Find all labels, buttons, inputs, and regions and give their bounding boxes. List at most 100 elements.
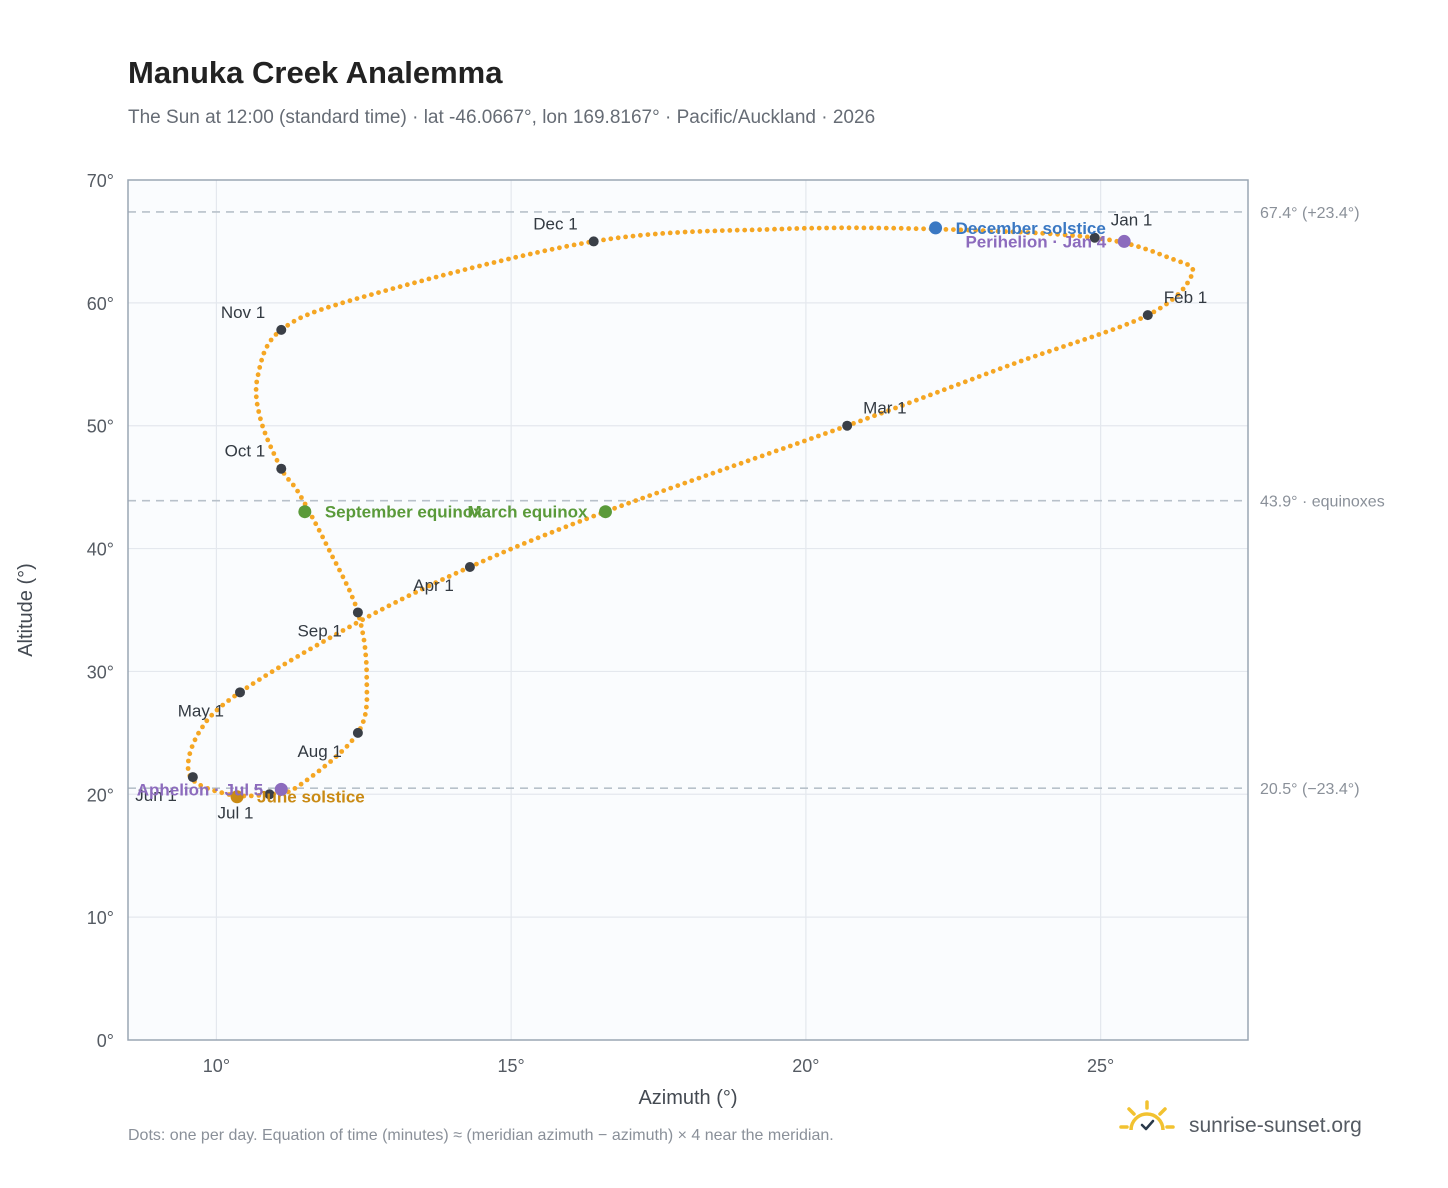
- daily-sun-dot: [404, 282, 410, 288]
- daily-sun-dot: [900, 403, 905, 408]
- daily-sun-dot: [316, 768, 322, 774]
- daily-sun-dot: [906, 226, 911, 231]
- daily-sun-dot: [340, 574, 346, 580]
- y-tick-label: 50°: [87, 417, 114, 437]
- daily-sun-dot: [462, 267, 468, 272]
- daily-sun-dot: [591, 513, 597, 519]
- daily-sun-dot: [292, 786, 298, 791]
- daily-sun-dot: [717, 468, 723, 474]
- month-marker: [352, 727, 363, 738]
- month-marker-label: Feb 1: [1164, 288, 1207, 307]
- daily-sun-dot: [301, 650, 307, 655]
- daily-sun-dot: [326, 304, 331, 310]
- daily-sun-dot: [209, 712, 215, 718]
- daily-sun-dot: [399, 596, 405, 602]
- daily-sun-dot: [830, 428, 835, 434]
- daily-sun-dot: [615, 235, 621, 241]
- daily-sun-dot: [630, 233, 636, 239]
- daily-sun-dot: [258, 416, 263, 422]
- daily-sun-dot: [1151, 309, 1157, 315]
- daily-sun-dot: [1018, 229, 1023, 235]
- daily-sun-dot: [1188, 274, 1194, 279]
- daily-sun-dot: [921, 395, 926, 400]
- daily-sun-dot: [340, 628, 346, 633]
- daily-sun-dot: [638, 232, 643, 238]
- daily-sun-dot: [1018, 358, 1024, 364]
- daily-sun-dot: [344, 743, 350, 749]
- daily-sun-dot: [570, 521, 576, 527]
- plot-area: [128, 180, 1248, 1040]
- daily-sun-dot: [861, 225, 867, 231]
- month-marker: [464, 562, 475, 572]
- brand-name[interactable]: sunrise-sunset.org: [1189, 1114, 1362, 1137]
- daily-sun-dot: [333, 302, 338, 308]
- daily-sun-dot: [362, 645, 368, 650]
- daily-sun-dot: [320, 534, 325, 540]
- daily-sun-dot: [577, 519, 583, 524]
- daily-sun-dot: [264, 343, 270, 349]
- event-marker: [230, 790, 244, 804]
- daily-sun-dot: [1040, 230, 1046, 236]
- daily-sun-dot: [316, 527, 322, 533]
- daily-sun-dot: [734, 227, 740, 233]
- daily-sun-dot: [253, 394, 259, 400]
- daily-sun-dot: [383, 288, 389, 293]
- month-marker-label: Nov 1: [221, 303, 265, 322]
- daily-sun-dot: [542, 248, 548, 254]
- daily-sun-dot: [328, 759, 333, 764]
- x-tick-label: 25°: [1087, 1056, 1114, 1076]
- daily-sun-dot: [521, 541, 527, 546]
- daily-sun-dot: [563, 524, 569, 530]
- daily-sun-dot: [366, 613, 372, 619]
- daily-sun-dot: [311, 309, 317, 315]
- daily-sun-dot: [1136, 244, 1141, 250]
- daily-sun-dot: [214, 707, 220, 713]
- daily-sun-dot: [745, 458, 751, 464]
- month-marker: [276, 324, 287, 335]
- daily-sun-dot: [364, 667, 369, 673]
- daily-sun-dot: [1070, 233, 1075, 238]
- daily-sun-dot: [690, 229, 695, 235]
- daily-sun-dot: [469, 265, 475, 271]
- daily-sun-dot: [248, 793, 254, 799]
- daily-sun-dot: [200, 724, 205, 730]
- daily-sun-dot: [661, 488, 667, 493]
- event-label: March equinox: [468, 503, 589, 522]
- daily-sun-dot: [809, 436, 814, 441]
- daily-sun-dot: [254, 379, 260, 385]
- daily-sun-dot: [364, 697, 370, 702]
- y-tick-label: 60°: [87, 294, 114, 314]
- daily-sun-dot: [898, 225, 904, 231]
- daily-sun-dot: [299, 495, 304, 500]
- month-marker: [1089, 232, 1100, 243]
- daily-sun-dot: [1084, 234, 1090, 240]
- daily-sun-dot: [515, 543, 520, 549]
- daily-sun-dot: [477, 263, 482, 269]
- month-marker-label: Sep 1: [297, 621, 341, 640]
- event-label: Aphelion · Jul 5: [137, 780, 264, 799]
- y-axis-ticks: 0° 10° 20° 30° 40° 50° 60° 70°: [87, 171, 114, 1051]
- daily-sun-dot: [419, 278, 425, 284]
- month-marker-label: May 1: [178, 701, 224, 720]
- daily-sun-dot: [187, 751, 193, 757]
- month-marker-label: Apr 1: [413, 576, 454, 595]
- daily-sun-dot: [913, 226, 919, 232]
- daily-sun-dot: [480, 558, 486, 564]
- daily-sun-dot: [491, 260, 497, 265]
- daily-sun-dot: [675, 483, 681, 488]
- daily-sun-dot: [1025, 356, 1031, 361]
- daily-sun-dot: [1157, 251, 1162, 257]
- x-tick-label: 20°: [792, 1056, 819, 1076]
- daily-sun-dot: [1170, 297, 1175, 302]
- daily-sun-dot: [226, 698, 232, 703]
- daily-sun-dot: [965, 227, 971, 233]
- daily-sun-dot: [498, 258, 504, 264]
- daily-sun-dot: [254, 401, 260, 407]
- daily-sun-dot: [619, 503, 624, 509]
- daily-sun-dot: [189, 744, 195, 749]
- daily-sun-dot: [556, 527, 562, 532]
- month-marker: [842, 420, 853, 431]
- daily-sun-dot: [955, 382, 961, 387]
- daily-sun-dot: [1010, 229, 1016, 235]
- daily-sun-dot: [340, 300, 346, 306]
